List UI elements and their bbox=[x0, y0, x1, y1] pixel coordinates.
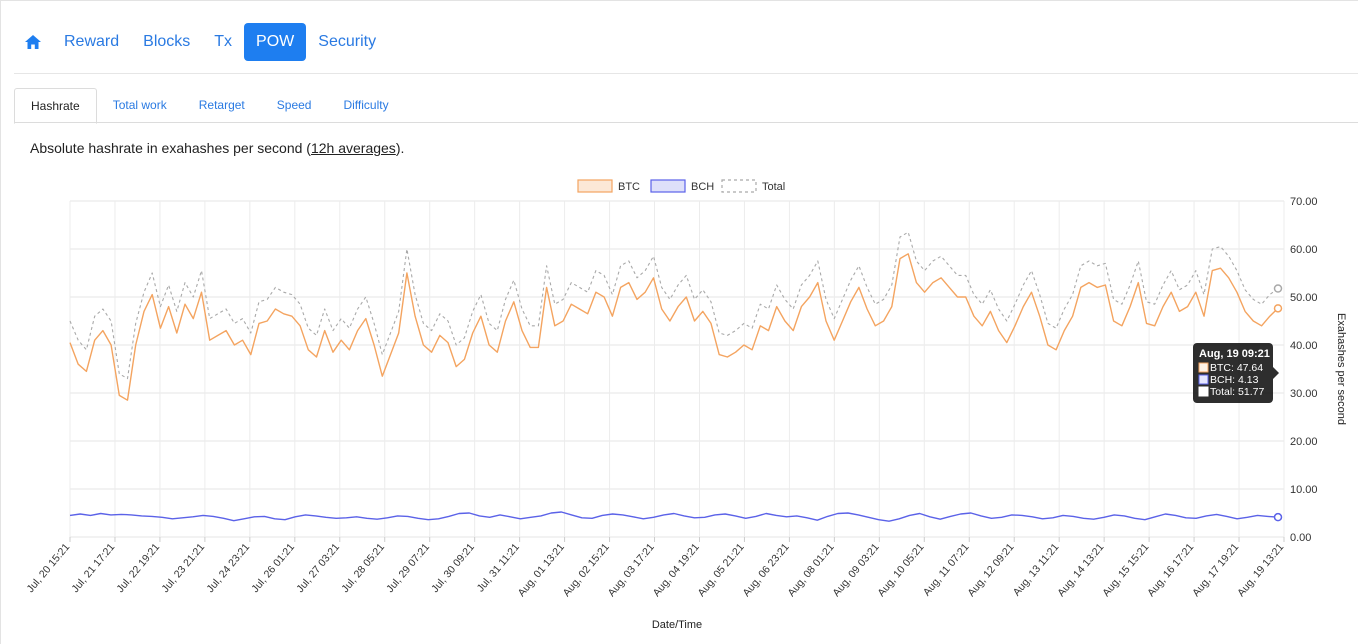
subtab-bar: Hashrate Total work Retarget Speed Diffi… bbox=[14, 88, 405, 124]
legend-swatch-bch bbox=[650, 179, 686, 193]
legend-label-total: Total bbox=[762, 181, 785, 193]
tooltip-box bbox=[1193, 343, 1273, 403]
legend-swatch-btc bbox=[577, 179, 613, 193]
x-tick-label: Aug, 08 01:21 bbox=[785, 541, 836, 599]
y-tick-label: 20.00 bbox=[1290, 436, 1318, 448]
legend-label-btc: BTC bbox=[618, 181, 640, 193]
subtab-divider bbox=[14, 122, 1358, 123]
y-tick-label: 0.00 bbox=[1290, 532, 1311, 544]
legend-swatch-total bbox=[721, 179, 757, 193]
x-tick-label: Jul, 30 09:21 bbox=[429, 541, 477, 595]
y-tick-label: 10.00 bbox=[1290, 484, 1318, 496]
tooltip-swatch bbox=[1198, 374, 1209, 385]
x-tick-label: Aug, 14 13:21 bbox=[1055, 541, 1106, 599]
tab-retarget[interactable]: Retarget bbox=[198, 98, 245, 112]
x-tick-label: Aug, 05 21:21 bbox=[696, 541, 747, 599]
hover-marker-bch bbox=[1273, 512, 1283, 522]
x-tick-label: Aug, 04 19:21 bbox=[651, 541, 702, 599]
x-tick-label: Aug, 16 17:21 bbox=[1145, 541, 1196, 599]
hover-marker-btc bbox=[1273, 304, 1283, 313]
x-tick-label: Jul, 31 11:21 bbox=[475, 541, 522, 594]
x-tick-label: Jul, 27 03:21 bbox=[294, 541, 342, 595]
tab-speed[interactable]: Speed bbox=[276, 98, 312, 112]
tab-difficulty[interactable]: Difficulty bbox=[343, 98, 389, 112]
x-tick-label: Aug, 11 07:21 bbox=[921, 541, 972, 598]
tooltip-line: BTC: 47.64 bbox=[1210, 362, 1263, 374]
y-tick-label: 30.00 bbox=[1290, 388, 1318, 400]
x-tick-label: Jul, 24 23:21 bbox=[204, 541, 252, 595]
chart-description: Absolute hashrate in exahashes per secon… bbox=[30, 140, 404, 156]
y-axis-title: Exahashes per second bbox=[1335, 313, 1347, 425]
x-tick-label: Aug, 10 05:21 bbox=[875, 541, 926, 599]
series-line-btc bbox=[69, 253, 1279, 401]
series-line-bch bbox=[69, 511, 1279, 522]
x-tick-label: Aug, 12 09:21 bbox=[965, 541, 1016, 599]
main-nav: Reward Blocks Tx POW Security bbox=[14, 22, 388, 62]
y-tick-label: 40.00 bbox=[1290, 340, 1318, 352]
x-tick-label: Aug, 15 15:21 bbox=[1100, 541, 1151, 599]
tab-total-work[interactable]: Total work bbox=[112, 98, 167, 112]
x-tick-label: Aug, 02 15:21 bbox=[561, 541, 612, 599]
x-tick-label: Jul, 28 05:21 bbox=[339, 541, 387, 595]
tooltip-line: BCH: 4.13 bbox=[1210, 374, 1259, 386]
y-tick-label: 70.00 bbox=[1290, 196, 1318, 208]
legend-label-bch: BCH bbox=[691, 181, 714, 193]
x-axis-title: Date/Time bbox=[652, 619, 702, 631]
x-tick-label: Jul, 29 07:21 bbox=[384, 541, 432, 595]
nav-pow[interactable]: POW bbox=[244, 23, 307, 61]
tooltip-swatch bbox=[1198, 386, 1209, 397]
description-suffix: ). bbox=[395, 140, 405, 156]
home-icon[interactable] bbox=[14, 23, 52, 61]
x-tick-label: Jul, 22 19:21 bbox=[114, 541, 162, 595]
nav-blocks[interactable]: Blocks bbox=[143, 33, 191, 50]
x-tick-label: Aug, 09 03:21 bbox=[830, 541, 881, 599]
x-tick-label: Jul, 20 15:21 bbox=[24, 541, 72, 595]
x-tick-label: Aug, 17 19:21 bbox=[1190, 541, 1241, 599]
description-prefix: Absolute hashrate in exahashes per secon… bbox=[30, 140, 311, 156]
series-line-total bbox=[69, 231, 1279, 380]
tooltip-swatch bbox=[1198, 362, 1209, 373]
nav-reward[interactable]: Reward bbox=[64, 33, 120, 50]
tooltip-title: Aug, 19 09:21 bbox=[1199, 348, 1270, 360]
nav-divider bbox=[14, 73, 1358, 74]
x-tick-label: Aug, 06 23:21 bbox=[740, 541, 791, 599]
y-tick-label: 50.00 bbox=[1290, 292, 1318, 304]
hover-marker-total bbox=[1273, 284, 1283, 293]
nav-tx[interactable]: Tx bbox=[214, 33, 233, 50]
x-tick-label: Jul, 21 17:21 bbox=[69, 541, 117, 595]
nav-security[interactable]: Security bbox=[318, 33, 377, 50]
y-tick-label: 60.00 bbox=[1290, 244, 1318, 256]
x-tick-label: Aug, 03 17:21 bbox=[606, 541, 657, 599]
x-tick-label: Aug, 19 13:21 bbox=[1235, 541, 1286, 599]
x-tick-label: Jul, 23 21:21 bbox=[159, 541, 207, 595]
tooltip-caret bbox=[1273, 367, 1279, 379]
averages-link[interactable]: 12h averages bbox=[310, 140, 396, 156]
tooltip-line: Total: 51.77 bbox=[1210, 386, 1264, 398]
x-tick-label: Aug, 13 11:21 bbox=[1011, 541, 1062, 598]
x-tick-label: Jul, 26 01:21 bbox=[249, 541, 297, 595]
x-tick-label: Aug, 01 13:21 bbox=[516, 541, 567, 599]
tab-hashrate[interactable]: Hashrate bbox=[14, 88, 97, 124]
